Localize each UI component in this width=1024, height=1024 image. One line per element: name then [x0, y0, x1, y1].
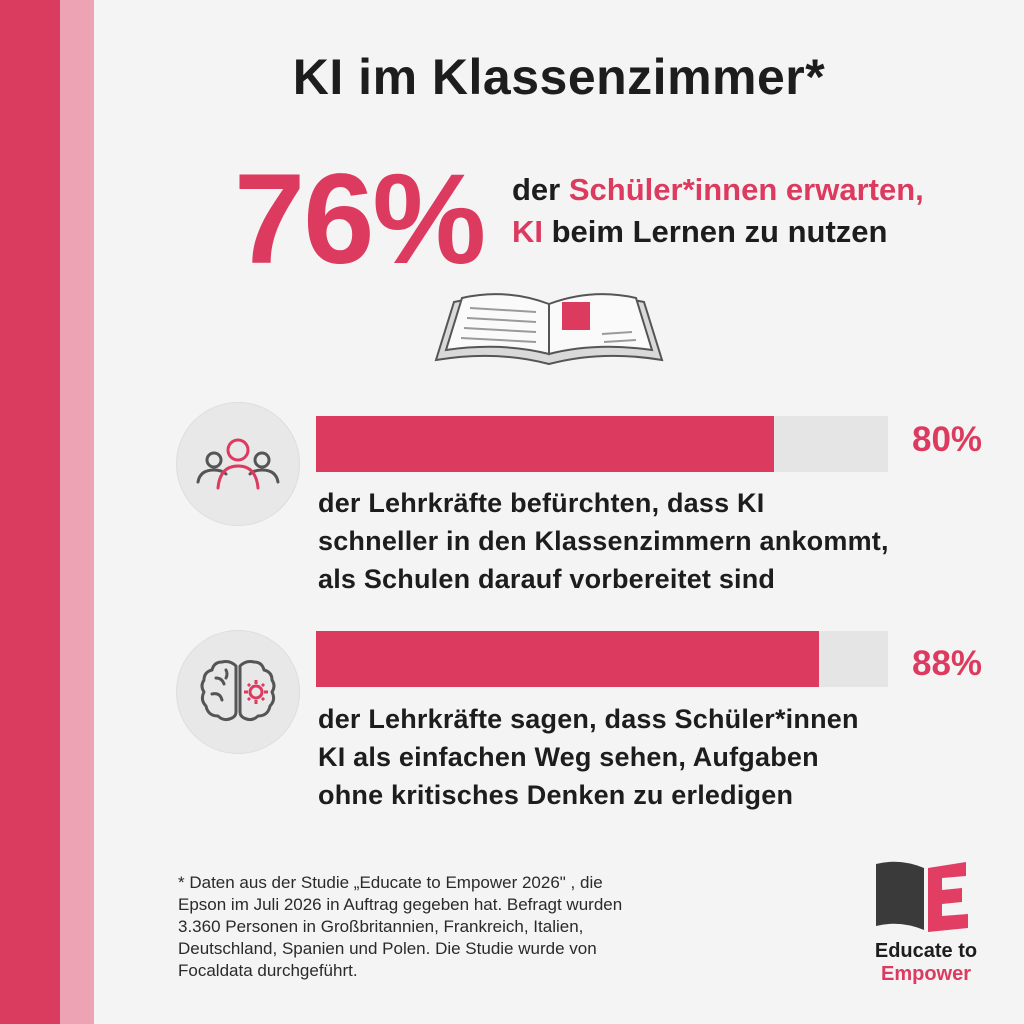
- hero-line-1-highlight: Schüler*innen erwarten,: [568, 172, 924, 207]
- people-icon: [196, 438, 280, 490]
- left-stripe-light: [60, 0, 94, 1024]
- bar-track-1: [316, 416, 888, 472]
- page-title: KI im Klassenzimmer*: [292, 49, 826, 105]
- bar-percent-1: 80%: [912, 420, 983, 459]
- footnote-line-2: Epson im Juli 2026 in Auftrag gegeben ha…: [178, 895, 623, 914]
- stat-1-line-1: der Lehrkräfte befürchten, dass KI: [318, 488, 765, 518]
- logo-line-1: Educate to: [874, 940, 978, 962]
- footnote-line-1: * Daten aus der Studie „Educate to Empow…: [178, 873, 603, 892]
- logo-text: Educate to Empower: [866, 940, 986, 986]
- hero-line-1: der Schüler*innen erwarten,: [512, 172, 924, 208]
- bar-fill-1: [316, 416, 774, 472]
- bar-track-2: [316, 631, 888, 687]
- people-icon-circle: [176, 402, 300, 526]
- stat-2-line-2: KI als einfachen Weg sehen, Aufgaben: [318, 742, 819, 772]
- hero-line-2-highlight: KI: [512, 214, 543, 249]
- bar-fill-2: [316, 631, 820, 687]
- logo-line-2: Empower: [880, 963, 972, 985]
- brain-gear-icon: [200, 660, 276, 722]
- hero-percent: 76%: [234, 148, 486, 291]
- footnote-line-3: 3.360 Personen in Großbritannien, Frankr…: [178, 917, 584, 936]
- educate-to-empower-logo-icon: [876, 861, 968, 932]
- stat-1-line-3: als Schulen darauf vorbereitet sind: [318, 564, 776, 594]
- footnote-line-5: Focaldata durchgeführt.: [178, 961, 358, 980]
- stat-2-line-1: der Lehrkräfte sagen, dass Schüler*innen: [318, 704, 859, 734]
- bar-percent-2: 88%: [912, 644, 983, 683]
- hero-line-1-prefix: der: [512, 172, 569, 207]
- stat-2-line-3: ohne kritisches Denken zu erledigen: [318, 780, 794, 810]
- brain-icon-circle: [176, 630, 300, 754]
- stat-1-description: der Lehrkräfte befürchten, dass KI schne…: [318, 484, 889, 598]
- stat-1-line-2: schneller in den Klassenzimmern ankommt,: [318, 526, 889, 556]
- left-stripe-dark: [0, 0, 60, 1024]
- footnote: * Daten aus der Studie „Educate to Empow…: [178, 872, 622, 982]
- footnote-line-4: Deutschland, Spanien und Polen. Die Stud…: [178, 939, 597, 958]
- hero-line-2-rest: beim Lernen zu nutzen: [543, 214, 888, 249]
- hero-line-2: KI beim Lernen zu nutzen: [512, 214, 887, 250]
- stat-2-description: der Lehrkräfte sagen, dass Schüler*innen…: [318, 700, 859, 814]
- open-book-icon: [434, 293, 664, 366]
